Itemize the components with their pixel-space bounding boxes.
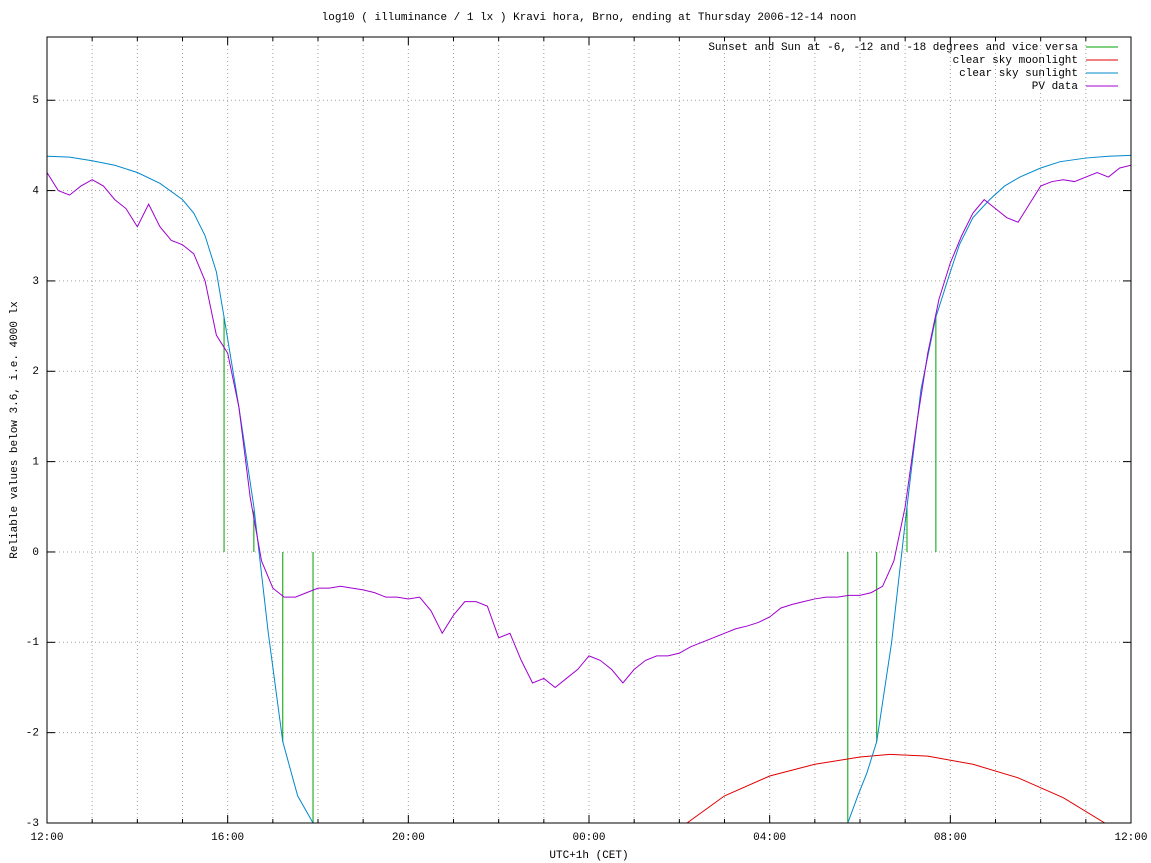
y-axis-label: Reliable values below 3.6, i.e. 4000 lx [9,301,21,559]
x-tick-label: 16:00 [211,832,244,844]
series-line [47,154,1131,823]
y-tick-label: -2 [26,728,39,740]
y-tick-label: -3 [26,818,39,830]
x-tick-label: 20:00 [392,832,425,844]
legend-label: PV data [1032,81,1079,93]
legend-label: clear sky sunlight [959,68,1078,80]
plot-area [47,154,1131,823]
x-tick-label: 12:00 [1114,832,1147,844]
plot-border [46,36,1132,824]
y-tick-label: 2 [32,366,39,378]
y-tick-label: 0 [32,547,39,559]
y-tick-label: -1 [26,637,40,649]
series-line [47,164,1131,689]
y-tick-label: 3 [32,276,39,288]
y-tick-label: 5 [32,95,39,107]
x-tick-label: 04:00 [753,832,786,844]
chart-title: log10 ( illuminance / 1 lx ) Kravi hora,… [322,12,857,24]
x-tick-label: 00:00 [572,832,605,844]
legend-label: clear sky moonlight [953,55,1078,67]
series-line [686,753,1106,823]
y-tick-label: 4 [32,185,39,197]
x-axis-label: UTC+1h (CET) [549,850,628,862]
x-tick-label: 12:00 [30,832,63,844]
x-tick-label: 08:00 [934,832,967,844]
y-tick-label: 1 [32,457,39,469]
legend-label: Sunset and Sun at -6, -12 and -18 degree… [708,42,1078,54]
